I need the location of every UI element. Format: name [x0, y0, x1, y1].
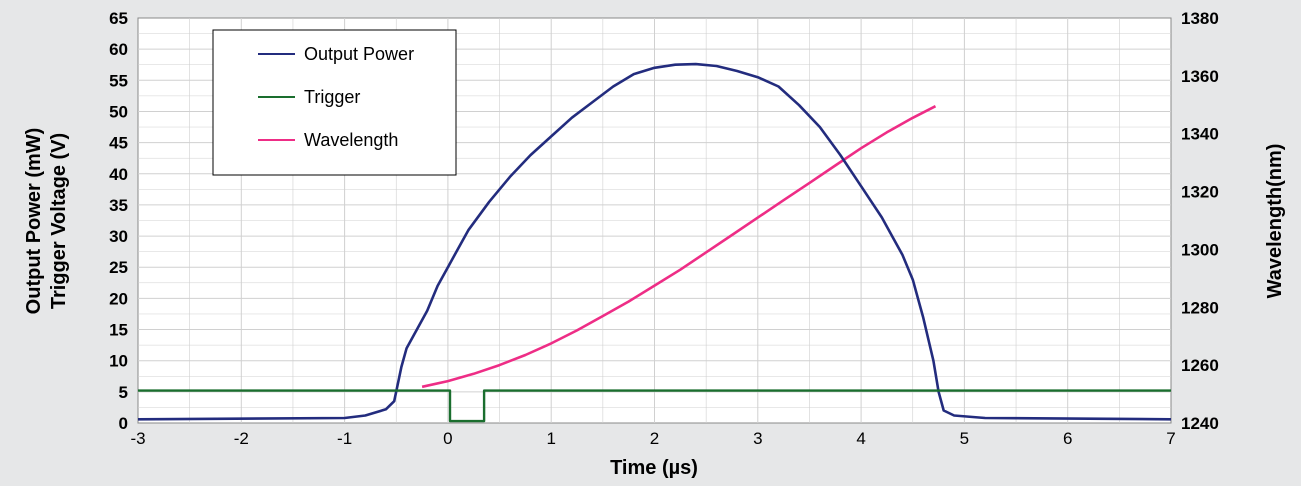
y-tick-label: 0	[119, 414, 128, 433]
y2-tick-label: 1380	[1181, 9, 1219, 28]
y-tick-label: 20	[109, 289, 128, 308]
y2-axis-title: Wavelength(nm)	[1264, 144, 1286, 299]
x-tick-label: -1	[337, 429, 352, 448]
y-tick-label: 25	[109, 258, 128, 277]
y-tick-label: 45	[109, 134, 128, 153]
series-lines	[137, 62, 1172, 423]
legend-box	[212, 29, 457, 176]
x-tick-label: 0	[443, 429, 452, 448]
y-tick-label: 55	[109, 71, 128, 90]
y-tick-label: 35	[109, 196, 128, 215]
series-output-power	[137, 62, 1172, 421]
x-tick-label: 3	[753, 429, 762, 448]
x-axis-title: Time (µs)	[610, 457, 698, 479]
y-tick-label: 30	[109, 227, 128, 246]
x-tick-label: -3	[130, 429, 145, 448]
y2-tick-label: 1300	[1181, 240, 1219, 259]
series-trigger	[138, 389, 1171, 423]
y-tick-label: 50	[109, 102, 128, 121]
x-axis-ticks: -3 -2 -1 0 1 2 3 4 5 6 7	[130, 429, 1175, 448]
y-tick-label: 65	[109, 9, 128, 28]
y2-tick-label: 1340	[1181, 125, 1219, 144]
x-tick-label: 6	[1063, 429, 1072, 448]
x-tick-label: -2	[234, 429, 249, 448]
y-tick-label: 40	[109, 165, 128, 184]
y-axis-left-ticks: 0 5 10 15 20 25 30 35 40 45 50 55 60 65	[109, 9, 128, 433]
legend-label-wavelength: Wavelength	[304, 130, 398, 150]
y2-tick-label: 1360	[1181, 67, 1219, 86]
legend-label-output-power: Output Power	[304, 44, 414, 64]
y2-tick-label: 1260	[1181, 356, 1219, 375]
x-tick-label: 1	[546, 429, 555, 448]
x-tick-label: 7	[1166, 429, 1175, 448]
y2-tick-label: 1240	[1181, 414, 1219, 433]
y-tick-label: 5	[119, 383, 128, 402]
y-axis-title-line-2: Trigger Voltage (V)	[48, 133, 70, 309]
y-axis-title-line-1: Output Power (mW)	[23, 128, 45, 315]
y-axis-right-ticks: 1240 1260 1280 1300 1320 1340 1360 1380	[1181, 9, 1219, 433]
x-tick-label: 2	[650, 429, 659, 448]
y-tick-label: 10	[109, 352, 128, 371]
x-tick-label: 4	[856, 429, 865, 448]
y-tick-label: 60	[109, 40, 128, 59]
legend: Output Power Trigger Wavelength	[212, 29, 457, 176]
y-tick-label: 15	[109, 321, 128, 340]
y2-tick-label: 1320	[1181, 183, 1219, 202]
legend-label-trigger: Trigger	[304, 87, 360, 107]
x-tick-label: 5	[960, 429, 969, 448]
y2-tick-label: 1280	[1181, 298, 1219, 317]
series-wavelength	[421, 105, 937, 389]
